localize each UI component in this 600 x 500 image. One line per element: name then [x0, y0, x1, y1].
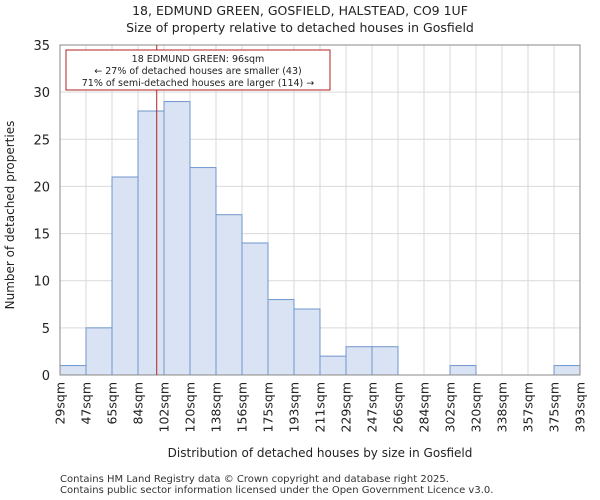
x-tick-label: 320sqm	[469, 382, 484, 432]
chart-title: 18, EDMUND GREEN, GOSFIELD, HALSTEAD, CO…	[132, 3, 468, 18]
x-tick-label: 156sqm	[235, 382, 250, 432]
x-tick-label: 175sqm	[261, 382, 276, 432]
y-axis-label: Number of detached properties	[3, 121, 17, 310]
chart-subtitle: Size of property relative to detached ho…	[126, 20, 474, 35]
x-tick-label: 266sqm	[391, 382, 406, 432]
annotation-line-1: 18 EDMUND GREEN: 96sqm	[132, 54, 265, 65]
bar	[59, 365, 87, 376]
y-tick-label: 30	[33, 86, 50, 101]
x-tick-label: 47sqm	[79, 382, 94, 425]
x-tick-label: 338sqm	[495, 382, 510, 432]
x-tick-label: 284sqm	[417, 382, 432, 432]
bar	[449, 365, 477, 376]
x-tick-label: 375sqm	[547, 382, 562, 432]
y-tick-label: 5	[42, 322, 50, 337]
x-tick-label: 120sqm	[183, 382, 198, 432]
y-tick-label: 15	[33, 228, 50, 243]
axes	[59, 44, 581, 376]
bar	[163, 101, 191, 376]
footer-line-1: Contains HM Land Registry data © Crown c…	[60, 474, 449, 485]
y-tick-label: 35	[33, 39, 50, 54]
bar	[111, 176, 139, 376]
x-tick-label: 65sqm	[105, 382, 120, 425]
x-tick-label: 138sqm	[209, 382, 224, 432]
bar	[215, 214, 243, 376]
footer-line-2: Contains public sector information licen…	[60, 485, 494, 496]
bar	[553, 365, 581, 376]
x-tick-label: 211sqm	[313, 382, 328, 432]
annotation-line-2: ← 27% of detached houses are smaller (43…	[94, 66, 301, 77]
bar	[137, 110, 165, 376]
x-axis-label: Distribution of detached houses by size …	[168, 446, 473, 460]
bar	[189, 167, 217, 376]
x-tick-label: 193sqm	[287, 382, 302, 432]
bar	[293, 308, 321, 376]
x-tick-label: 29sqm	[53, 382, 68, 425]
x-tick-label: 357sqm	[521, 382, 536, 432]
plot-frame	[59, 44, 581, 376]
x-tick-label: 102sqm	[157, 382, 172, 432]
bars	[59, 101, 581, 376]
bar	[85, 327, 113, 376]
annotation-frame	[65, 49, 331, 91]
annotation-line-3: 71% of semi-detached houses are larger (…	[82, 78, 315, 89]
y-tick-label: 20	[33, 180, 50, 195]
bar	[319, 355, 347, 376]
x-tick-label: 393sqm	[573, 382, 588, 432]
x-tick-label: 229sqm	[339, 382, 354, 432]
y-tick-label: 0	[42, 369, 50, 384]
bar	[371, 346, 399, 376]
x-tick-label: 302sqm	[443, 382, 458, 432]
x-tick-label: 84sqm	[131, 382, 146, 425]
bar	[267, 299, 295, 376]
y-tick-label: 25	[33, 133, 50, 148]
y-tick-labels: 0 5 10 15 20 25 30 35	[33, 39, 50, 384]
y-tick-label: 10	[33, 275, 50, 290]
bar	[241, 242, 269, 376]
annotation-box: 18 EDMUND GREEN: 96sqm ← 27% of detached…	[65, 49, 331, 91]
x-tick-labels: 29sqm 47sqm 65sqm 84sqm 102sqm 120sqm 138sqm 15…	[53, 382, 588, 432]
bar	[345, 346, 373, 376]
x-tick-label: 247sqm	[365, 382, 380, 432]
